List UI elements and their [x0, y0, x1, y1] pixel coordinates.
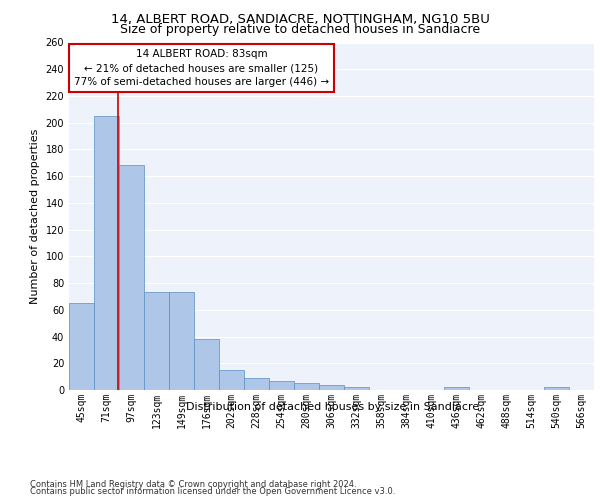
- Bar: [194, 339, 219, 390]
- Bar: [544, 388, 569, 390]
- Text: 14, ALBERT ROAD, SANDIACRE, NOTTINGHAM, NG10 5BU: 14, ALBERT ROAD, SANDIACRE, NOTTINGHAM, …: [110, 12, 490, 26]
- Y-axis label: Number of detached properties: Number of detached properties: [30, 128, 40, 304]
- Bar: [269, 380, 294, 390]
- Bar: [169, 292, 194, 390]
- Bar: [294, 384, 319, 390]
- Bar: [69, 303, 94, 390]
- Text: Size of property relative to detached houses in Sandiacre: Size of property relative to detached ho…: [120, 22, 480, 36]
- Bar: [94, 116, 119, 390]
- Text: 14 ALBERT ROAD: 83sqm
← 21% of detached houses are smaller (125)
77% of semi-det: 14 ALBERT ROAD: 83sqm ← 21% of detached …: [74, 49, 329, 87]
- Text: Contains public sector information licensed under the Open Government Licence v3: Contains public sector information licen…: [30, 487, 395, 496]
- Bar: [244, 378, 269, 390]
- Text: Distribution of detached houses by size in Sandiacre: Distribution of detached houses by size …: [187, 402, 479, 412]
- Bar: [219, 370, 244, 390]
- Text: Contains HM Land Registry data © Crown copyright and database right 2024.: Contains HM Land Registry data © Crown c…: [30, 480, 356, 489]
- Bar: [144, 292, 169, 390]
- Bar: [344, 388, 369, 390]
- Bar: [119, 166, 144, 390]
- Bar: [444, 388, 469, 390]
- Bar: [319, 384, 344, 390]
